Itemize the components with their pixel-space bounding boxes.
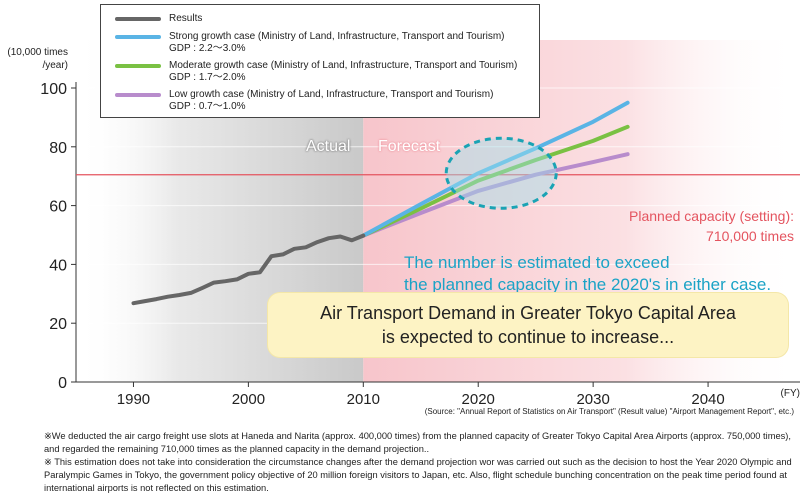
estimate-note: The number is estimated to exceed the pl… [404, 252, 771, 296]
series-line-strong-growth-case [361, 100, 630, 238]
x-tick-label: 2010 [347, 391, 380, 408]
legend-item-results: Results [115, 13, 202, 25]
legend-sub: GDP : 2.2〜3.0% [169, 43, 246, 54]
x-tick-label: 2020 [462, 391, 495, 408]
legend-label: Results [169, 13, 203, 24]
y-axis-label: (10,000 times /year) [2, 46, 68, 72]
legend-label: Strong growth case (Ministry of Land, In… [169, 31, 505, 42]
legend-swatch [115, 17, 161, 21]
legend-swatch [115, 35, 161, 39]
callout-line1: Air Transport Demand in Greater Tokyo Ca… [320, 303, 736, 323]
y-tick-label: 80 [49, 140, 67, 157]
legend-swatch [115, 64, 161, 68]
y-tick-label: 100 [40, 81, 67, 98]
footnotes: ※We deducted the air cargo freight use s… [44, 430, 804, 495]
series-lines [131, 100, 630, 306]
x-tick-label: 2030 [576, 391, 609, 408]
series-line-moderate-growth-case [361, 124, 630, 238]
y-tick-label: 60 [49, 199, 67, 216]
y-axis-label-line2: /year) [42, 60, 68, 71]
legend-label: Low growth case (Ministry of Land, Infra… [169, 89, 494, 100]
callout-line2: is expected to continue to increase... [381, 327, 675, 347]
legend-sub: GDP : 1.7〜2.0% [169, 72, 246, 83]
legend-item-low: Low growth case (Ministry of Land, Infra… [115, 89, 493, 113]
planned-capacity-line1: Planned capacity (setting): [629, 208, 794, 224]
legend: Results Strong growth case (Ministry of … [100, 4, 540, 118]
x-tick-label: 2040 [691, 391, 724, 408]
legend-label: Moderate growth case (Ministry of Land, … [169, 60, 518, 71]
series-line-low-growth-case [361, 152, 630, 238]
y-tick-label: 40 [49, 257, 67, 274]
planned-capacity-line2: 710,000 times [706, 228, 794, 244]
footnote-1: ※We deducted the air cargo freight use s… [44, 431, 791, 454]
demand-callout: Air Transport Demand in Greater Tokyo Ca… [268, 293, 788, 357]
x-tick-label: 2000 [232, 391, 265, 408]
legend-item-strong: Strong growth case (Ministry of Land, In… [115, 31, 505, 55]
estimate-note-line1: The number is estimated to exceed [404, 253, 670, 272]
forecast-label: Forecast [378, 138, 441, 155]
y-tick-label: 20 [49, 316, 67, 333]
y-axis-label-line1: (10,000 times [7, 47, 68, 58]
x-tick-label: 1990 [117, 391, 150, 408]
actual-label: Actual [306, 138, 351, 155]
legend-item-moderate: Moderate growth case (Ministry of Land, … [115, 60, 517, 84]
estimate-note-line2: the planned capacity in the 2020's in ei… [404, 275, 772, 294]
series-line-results [131, 233, 366, 306]
y-tick-label: 0 [58, 375, 67, 392]
x-axis-unit: (FY) [781, 388, 800, 399]
exceed-highlight-ellipse [444, 136, 558, 210]
legend-swatch [115, 93, 161, 97]
legend-sub: GDP : 0.7〜1.0% [169, 101, 246, 112]
source-note: (Source: "Annual Report of Statistics on… [424, 407, 794, 416]
footnote-2: ※ This estimation does not take into con… [44, 457, 792, 493]
planned-capacity-label: Planned capacity (setting): 710,000 time… [574, 206, 794, 246]
